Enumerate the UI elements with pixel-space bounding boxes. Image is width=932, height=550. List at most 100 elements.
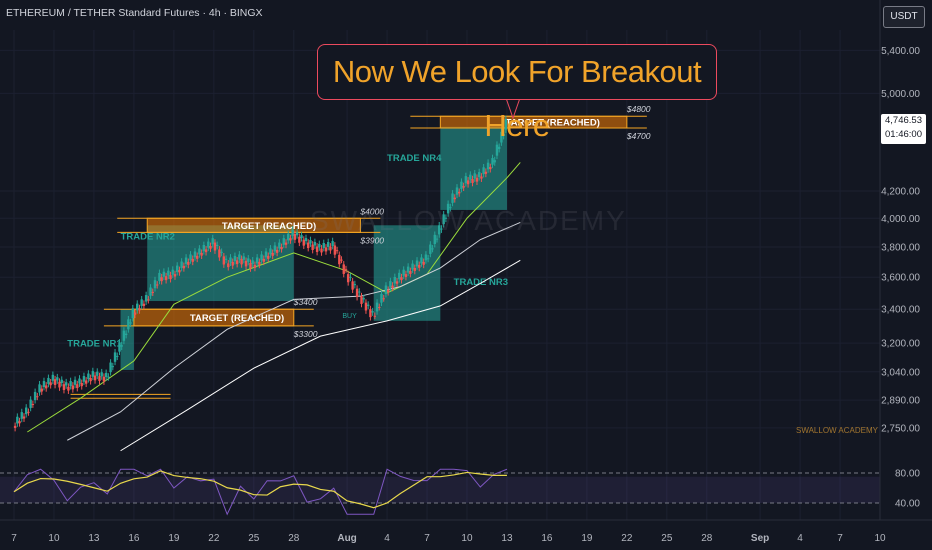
rsi-tick-label: 40.00: [895, 499, 920, 510]
candle-body: [191, 258, 194, 262]
candle-body: [371, 311, 374, 313]
candle-body: [49, 382, 52, 386]
candle-body: [133, 312, 137, 315]
candle-body: [295, 232, 299, 236]
target-lower-price: $3300: [293, 329, 318, 339]
candle-body: [164, 276, 168, 281]
candle-body: [204, 249, 208, 253]
trade-zones: TRADE NR1 TRADE NR2 TRADE NR3 TRADE NR4: [67, 126, 508, 370]
price-tick-label: 3,600.00: [881, 273, 920, 284]
candle-body: [366, 304, 370, 306]
candle-body: [384, 285, 388, 295]
candle-body: [36, 396, 39, 398]
candle-body: [431, 248, 434, 250]
time-tick-label: 4: [384, 533, 390, 544]
current-price: 4,746.53: [885, 115, 922, 126]
trade-zone-label: TRADE NR1: [67, 339, 122, 350]
candle-body: [118, 342, 121, 352]
candle-body: [218, 249, 221, 258]
candle-body: [109, 362, 112, 373]
candle-body: [329, 246, 332, 251]
candle-body: [482, 167, 485, 175]
candle-body: [271, 252, 274, 256]
candle-body: [56, 377, 59, 381]
time-tick-label: 28: [701, 533, 713, 544]
callout-pointer: [505, 97, 521, 120]
trade-zone: [120, 309, 134, 370]
candle-body: [449, 207, 452, 209]
candle-body: [446, 203, 450, 214]
candle-body: [87, 373, 90, 380]
candle-body: [473, 173, 476, 179]
rsi-band: [0, 476, 880, 503]
candle-body: [73, 379, 77, 385]
candle-body: [44, 385, 48, 389]
candle-body: [382, 298, 385, 300]
candle-body: [333, 245, 337, 255]
candle-body: [42, 381, 46, 388]
candle-body: [311, 244, 314, 251]
time-tick-label: 7: [11, 533, 17, 544]
rsi-signal-line: [13, 470, 507, 509]
candle-body: [253, 264, 257, 268]
candle-body: [138, 308, 141, 311]
candle-body: [173, 274, 177, 277]
candle-body: [200, 252, 203, 256]
candle-body: [304, 238, 308, 242]
candle-body: [20, 412, 23, 419]
candle-body: [369, 309, 372, 318]
currency-button[interactable]: USDT: [883, 6, 925, 28]
candle-body: [429, 244, 432, 254]
candle-body: [25, 407, 28, 415]
price-tick-label: 5,400.00: [881, 46, 920, 57]
candle-body: [278, 242, 281, 249]
candle-body: [440, 228, 443, 230]
candle-body: [477, 172, 481, 178]
candle-body: [247, 258, 250, 262]
candle-body: [162, 271, 166, 277]
candle-body: [426, 258, 430, 260]
candle-body: [78, 378, 81, 384]
candle-body: [64, 382, 68, 386]
candle-body: [344, 269, 348, 271]
candle-body: [318, 243, 321, 248]
candle-body: [160, 277, 163, 282]
candle-body: [96, 371, 99, 376]
candle-body: [282, 238, 285, 245]
candle-body: [340, 259, 343, 261]
candle-body: [89, 377, 92, 382]
target-upper-price: $3400: [293, 297, 318, 307]
candle-body: [176, 265, 179, 273]
rsi-tick-label: 80.00: [895, 469, 920, 480]
price-tick-label: 2,750.00: [881, 423, 920, 434]
targets: TARGET (REACHED) $3400 $3300 TARGET (REACHE…: [70, 104, 651, 399]
candle-body: [113, 352, 117, 362]
time-tick-label: Aug: [337, 533, 356, 544]
candle-body: [335, 250, 339, 252]
candle-body: [235, 260, 239, 265]
candle-body: [411, 263, 414, 270]
candle-body: [358, 291, 361, 293]
trade-zone-label: TRADE NR4: [387, 153, 442, 164]
candle-body: [280, 246, 283, 250]
target-label: TARGET (REACHED): [506, 118, 600, 129]
candle-body: [169, 275, 172, 280]
candle-body: [302, 239, 305, 246]
candle-body: [355, 288, 359, 298]
candle-body: [100, 372, 103, 377]
candle-body: [500, 131, 503, 143]
candle-body: [462, 186, 465, 188]
candle-body: [184, 257, 188, 264]
candle-body: [375, 302, 379, 312]
candle-body: [136, 303, 139, 311]
price-series: BUY: [13, 115, 508, 432]
candle-body: [140, 299, 143, 306]
rsi-panel: [0, 468, 880, 516]
candle-body: [420, 257, 423, 264]
candle-body: [415, 260, 419, 267]
candle-body: [242, 256, 246, 260]
time-tick-label: 19: [168, 533, 180, 544]
candle-body: [222, 256, 226, 265]
candle-body: [238, 254, 241, 260]
